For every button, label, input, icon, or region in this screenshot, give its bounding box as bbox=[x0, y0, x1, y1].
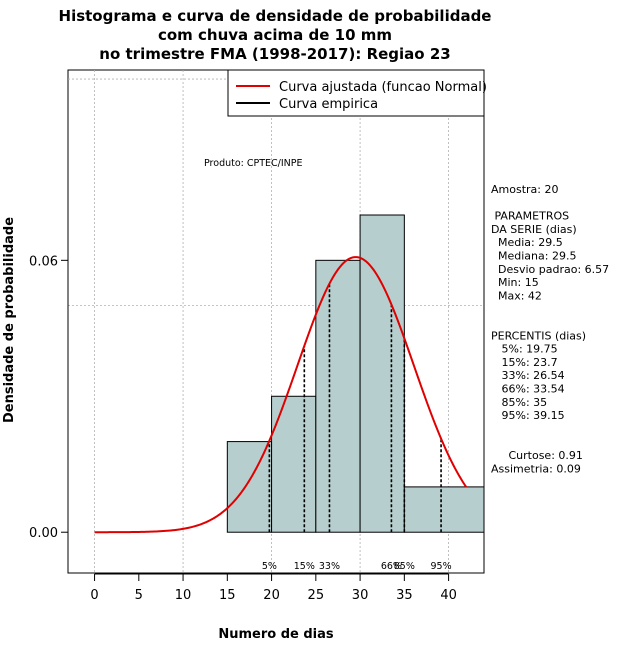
legend-label: Curva ajustada (funcao Normal) bbox=[279, 80, 487, 95]
stats-line: Amostra: 20 bbox=[491, 183, 558, 196]
stats-line: DA SERIE (dias) bbox=[491, 223, 577, 236]
x-tick-label: 40 bbox=[440, 588, 457, 603]
percentile-label: 95% bbox=[431, 561, 452, 572]
histogram-bar bbox=[403, 486, 485, 533]
percentile-label: 66% bbox=[381, 561, 402, 572]
fitted-normal-curve bbox=[94, 256, 468, 534]
stats-line: Curtose: 0.91 bbox=[491, 449, 583, 462]
stats-line: PERCENTIS (dias) bbox=[491, 329, 586, 342]
stats-line: Assimetria: 0.09 bbox=[491, 462, 581, 475]
percentile-label: 15% bbox=[294, 561, 315, 572]
stats-line: 5%: 19.75 bbox=[491, 343, 558, 356]
y-tick-label: 0.06 bbox=[29, 254, 58, 269]
y-axis: 0.00 0.06 bbox=[29, 254, 69, 541]
legend: Curva ajustada (funcao Normal) Curva empi… bbox=[227, 69, 487, 117]
stats-line: 85%: 35 bbox=[491, 396, 547, 409]
stats-line: Max: 42 bbox=[491, 289, 542, 302]
chart-title-line-2: com chuva acima de 10 mm bbox=[158, 26, 392, 44]
x-tick-label: 35 bbox=[396, 588, 413, 603]
stats-line: Min: 15 bbox=[491, 276, 539, 289]
x-tick-label: 10 bbox=[175, 588, 192, 603]
x-tick-label: 30 bbox=[352, 588, 369, 603]
legend-label: Curva empirica bbox=[279, 97, 378, 112]
percentile-lines: 5% 15% 33% 66%85% 95% bbox=[262, 283, 452, 572]
chart-title-line-1: Histograma e curva de densidade de proba… bbox=[59, 7, 492, 25]
x-axis: 0 5 10 15 20 25 30 35 40 bbox=[90, 573, 457, 603]
stats-line: Desvio padrao: 6.57 bbox=[491, 263, 609, 276]
percentile-label: 33% bbox=[319, 561, 340, 572]
histogram-bar bbox=[226, 441, 273, 533]
stats-line: 15%: 23.7 bbox=[491, 356, 558, 369]
stats-line: PARAMETROS bbox=[491, 210, 569, 223]
legend-box bbox=[227, 69, 485, 117]
stats-line: Media: 29.5 bbox=[491, 236, 563, 249]
x-tick-label: 20 bbox=[263, 588, 280, 603]
percentile-label: 85% bbox=[394, 561, 415, 572]
annotation-product: Produto: CPTEC/INPE bbox=[204, 158, 303, 169]
stats-line: 66%: 33.54 bbox=[491, 383, 565, 396]
y-axis-title: Densidade de probabilidade bbox=[2, 217, 17, 423]
histogram-bar bbox=[315, 259, 361, 533]
stats-line: 33%: 26.54 bbox=[491, 369, 565, 382]
stats-line: Mediana: 29.5 bbox=[491, 250, 576, 263]
chart-title-line-3: no trimestre FMA (1998-2017): Regiao 23 bbox=[99, 45, 450, 63]
percentile-label: 5% bbox=[262, 561, 277, 572]
x-tick-label: 5 bbox=[135, 588, 143, 603]
x-tick-label: 15 bbox=[219, 588, 236, 603]
x-axis-title: Numero de dias bbox=[218, 627, 334, 642]
y-tick-label: 0.00 bbox=[29, 526, 58, 541]
x-tick-label: 0 bbox=[90, 588, 98, 603]
stats-line: 95%: 39.15 bbox=[491, 409, 565, 422]
chart-title-group: Histograma e curva de densidade de proba… bbox=[59, 7, 492, 63]
x-tick-label: 25 bbox=[308, 588, 325, 603]
histogram-bar bbox=[359, 214, 405, 533]
histogram-bars bbox=[226, 214, 485, 533]
